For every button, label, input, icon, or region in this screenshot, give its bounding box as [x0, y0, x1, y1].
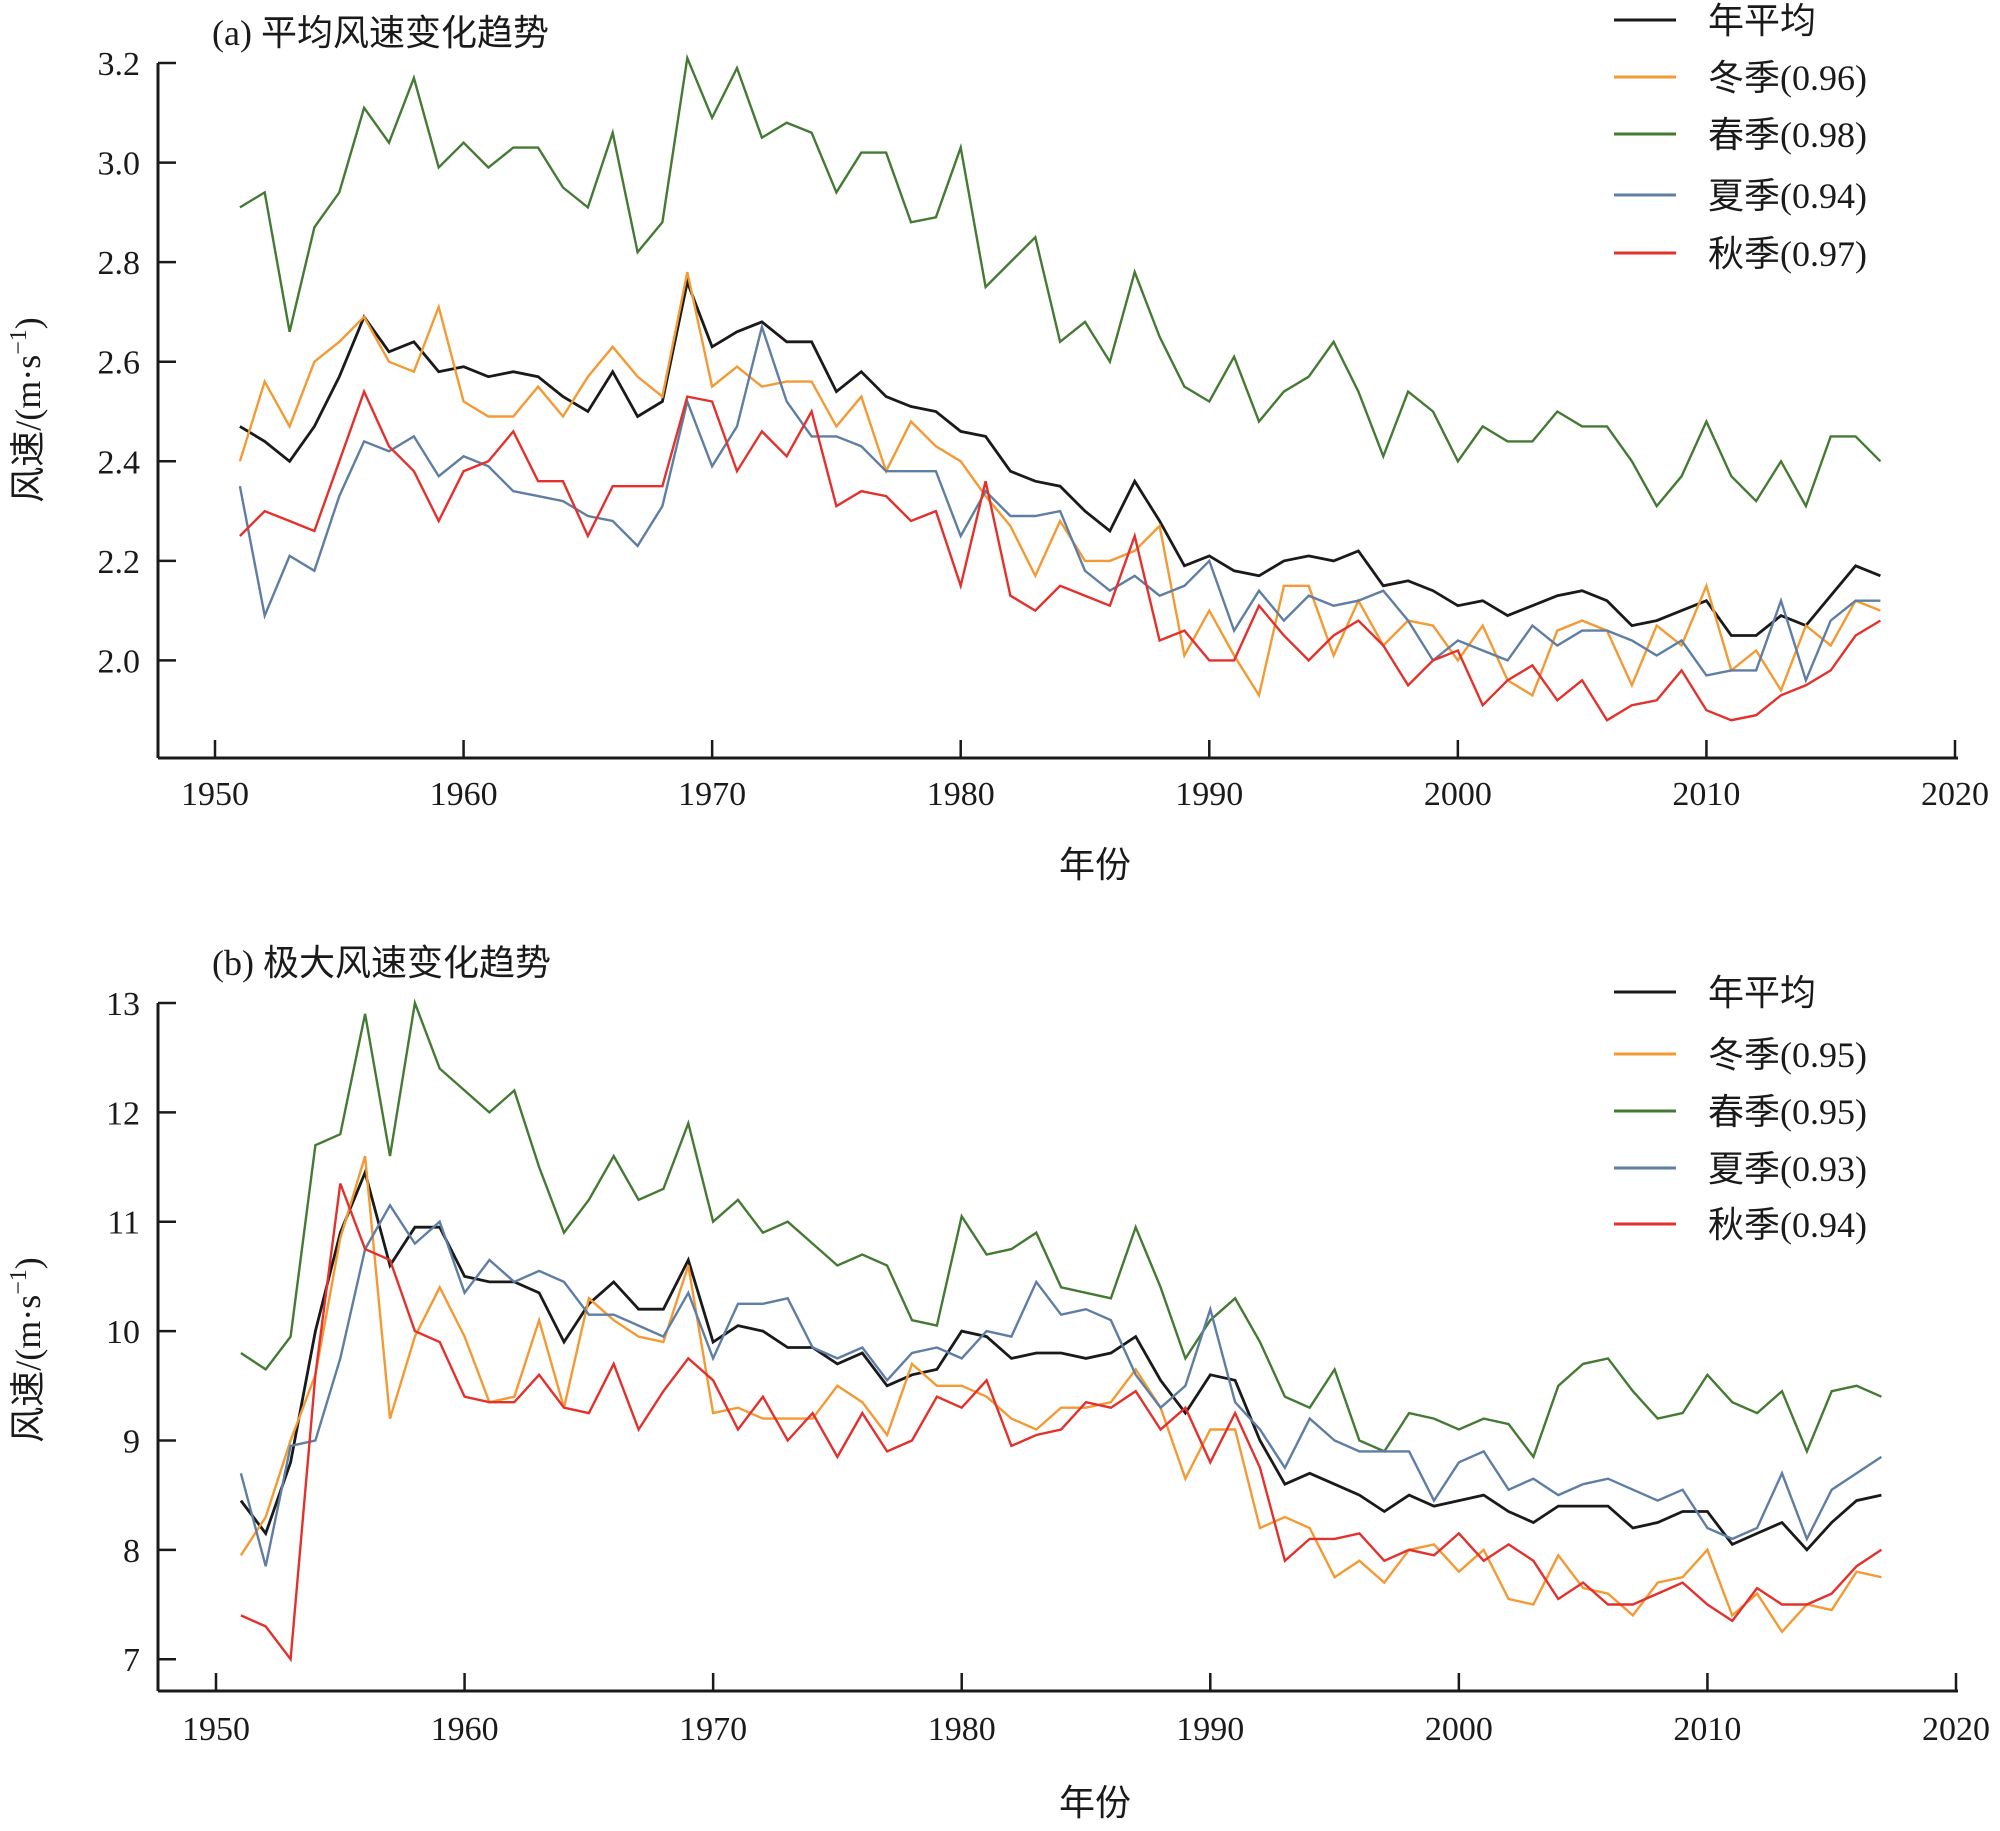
panel-b-x-tick-label: 1990: [1176, 1711, 1244, 1748]
panel-a-legend-label: 秋季(0.97): [1708, 234, 1867, 274]
panel-a-series-line-0: [239, 277, 1881, 637]
panel-b-legend-label: 年平均: [1708, 973, 1816, 1013]
panel-b-x-tick-label: 1980: [928, 1711, 996, 1748]
panel-b-x-tick-label: 1970: [679, 1711, 747, 1748]
panel-a-series-line-3: [238, 322, 1881, 684]
panel-b-max-wind-speed: (b) 极大风速变化趋势 7 8 9 10 11 12 13 1950 1960 1970 1980…: [6, 943, 1990, 1823]
panel-b-x-tick-label: 2020: [1922, 1711, 1990, 1748]
panel-b-x-tick-label: 2000: [1425, 1711, 1493, 1748]
panel-b-x-tick-label: 1960: [431, 1711, 499, 1748]
panel-b-y-tick-label: 12: [106, 1095, 140, 1132]
panel-a-x-tick-label: 1950: [181, 776, 249, 813]
panel-b-y-tick-label: 13: [106, 986, 140, 1023]
panel-a-y-tick-label: 2.2: [98, 544, 141, 581]
panel-a-series-line-4: [239, 388, 1882, 722]
panel-a-x-tick-label: 2000: [1424, 776, 1492, 813]
panel-b-series-line-3: [239, 1202, 1883, 1567]
panel-a-series-line-1: [238, 271, 1881, 699]
panel-a-axes: 2.0 2.2 2.4 2.6 2.8 3.0 3.2 1950 1960 1970 1980 199…: [98, 46, 1990, 813]
panel-a-x-tick-label: 1960: [430, 776, 498, 813]
panel-b-y-tick-label: 9: [123, 1423, 140, 1460]
panel-a-y-axis-title: 风速/(m·s−1): [6, 317, 48, 503]
panel-b-legend-label: 夏季(0.93): [1708, 1149, 1867, 1189]
panel-a-x-tick-label: 1980: [927, 776, 995, 813]
panel-a-mean-wind-speed: (a) 平均风速变化趋势 2.0 2.2 2.4 2.6 2.8 3.0 3.2 1950 19…: [6, 1, 1989, 885]
panel-b-legend-label: 秋季(0.94): [1708, 1205, 1867, 1245]
panel-b-y-axis-title: 风速/(m·s−1): [6, 1257, 48, 1443]
panel-b-y-tick-label: 8: [123, 1533, 140, 1570]
panel-a-legend-label: 冬季(0.96): [1708, 58, 1867, 98]
panel-a-y-tick-label: 3.0: [98, 146, 141, 183]
panel-b-title: (b) 极大风速变化趋势: [212, 943, 551, 983]
panel-b-series-line-2: [240, 998, 1882, 1460]
panel-b-series-line-4: [240, 1183, 1883, 1663]
panel-b-y-tick-label: 10: [106, 1314, 140, 1351]
panel-a-series: [238, 53, 1882, 722]
panel-b-x-tick-label: 2010: [1673, 1711, 1741, 1748]
panel-a-legend-label: 夏季(0.94): [1708, 176, 1867, 216]
panel-b-x-tick-label: 1950: [182, 1711, 250, 1748]
panel-a-x-tick-label: 1990: [1175, 776, 1243, 813]
panel-a-y-tick-label: 2.6: [98, 345, 141, 382]
panel-a-x-tick-label: 1970: [678, 776, 746, 813]
panel-a-y-tick-label: 2.8: [98, 245, 141, 282]
panel-a-legend-label: 年平均: [1708, 1, 1816, 41]
panel-a-y-tick-label: 2.4: [98, 444, 141, 481]
panel-b-series-line-0: [239, 1168, 1882, 1552]
panel-b-axes: 7 8 9 10 11 12 13 1950 1960 1970 1980 1990 2000 2010 2…: [106, 986, 1990, 1748]
panel-a-x-tick-label: 2010: [1672, 776, 1740, 813]
panel-b-y-tick-label: 11: [107, 1205, 140, 1242]
panel-b-legend-label: 冬季(0.95): [1708, 1035, 1867, 1075]
panel-a-y-tick-label: 3.2: [98, 46, 141, 83]
panel-a-x-axis-title: 年份: [1059, 845, 1131, 885]
panel-b-series-line-1: [239, 1155, 1882, 1634]
panel-a-y-tick-label: 2.0: [98, 643, 141, 680]
panel-a-x-tick-label: 2020: [1921, 776, 1989, 813]
panel-b-series: [239, 998, 1883, 1663]
panel-b-x-axis-title: 年份: [1059, 1783, 1131, 1823]
panel-a-legend-label: 春季(0.98): [1708, 115, 1867, 155]
panel-a-series-line-2: [239, 53, 1882, 510]
panel-b-y-tick-label: 7: [123, 1642, 140, 1679]
panel-a-title: (a) 平均风速变化趋势: [212, 13, 549, 53]
panel-b-legend-label: 春季(0.95): [1708, 1092, 1867, 1132]
